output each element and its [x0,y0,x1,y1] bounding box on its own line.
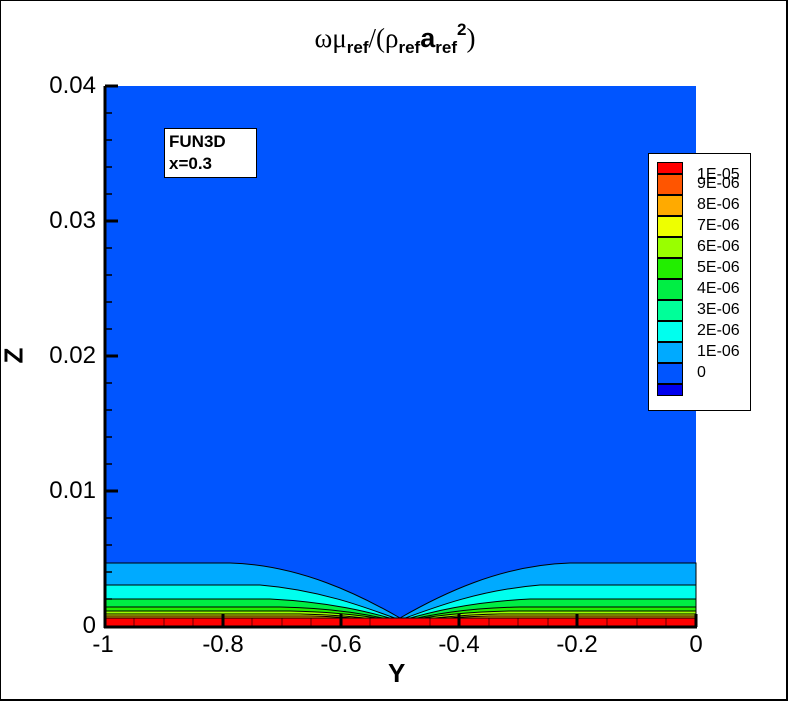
x-tick-label: -1 [92,631,114,658]
y-tick-label: 0 [82,612,96,639]
legend-item: 5E-06 [657,258,747,279]
x-tick-label: -0.2 [556,631,598,658]
legend-swatch [657,195,683,216]
x-tick-label: 0 [689,631,703,658]
legend-swatch [657,321,683,342]
legend-item: 9E-06 [657,174,747,195]
chart-title: ωμref/(ρrefaref2) [314,20,476,57]
y-tick-label: 0.02 [49,342,96,369]
legend-swatch [657,162,683,174]
annotation-line: FUN3D [169,132,226,151]
legend-item: 0 [657,363,747,384]
legend-swatch [657,300,683,321]
legend-swatch [657,258,683,279]
legend-item: 8E-06 [657,195,747,216]
legend-item: 6E-06 [657,237,747,258]
x-axis-label: Y [388,658,406,688]
legend-swatch [657,384,683,396]
legend-item: 2E-06 [657,321,747,342]
legend-item: 7E-06 [657,216,747,237]
legend-item: 3E-06 [657,300,747,321]
annotation-line: x=0.3 [169,154,213,173]
legend-swatch [657,174,683,195]
x-tick-label: -0.8 [202,631,244,658]
y-tick-label: 0.03 [49,207,96,234]
legend-item: 1E-05 [657,162,747,183]
legend-swatch [657,216,683,237]
legend-swatch [657,237,683,258]
y-axis-label: Z [0,347,29,364]
legend-swatch [657,363,683,384]
legend-item: 1E-06 [657,342,747,363]
y-tick-label: 0.01 [49,477,96,504]
x-tick-label: -0.6 [320,631,362,658]
x-tick-label: -0.4 [438,631,480,658]
legend-swatch [657,279,683,300]
y-tick-label: 0.04 [49,72,96,99]
legend-item [657,384,747,405]
legend-swatch [657,342,683,363]
legend-item: 4E-06 [657,279,747,300]
annotation-box: FUN3D x=0.3 [164,128,257,178]
legend: 1E-05 9E-06 8E-06 7E-06 6E-06 5E-06 4E-0… [648,153,751,411]
